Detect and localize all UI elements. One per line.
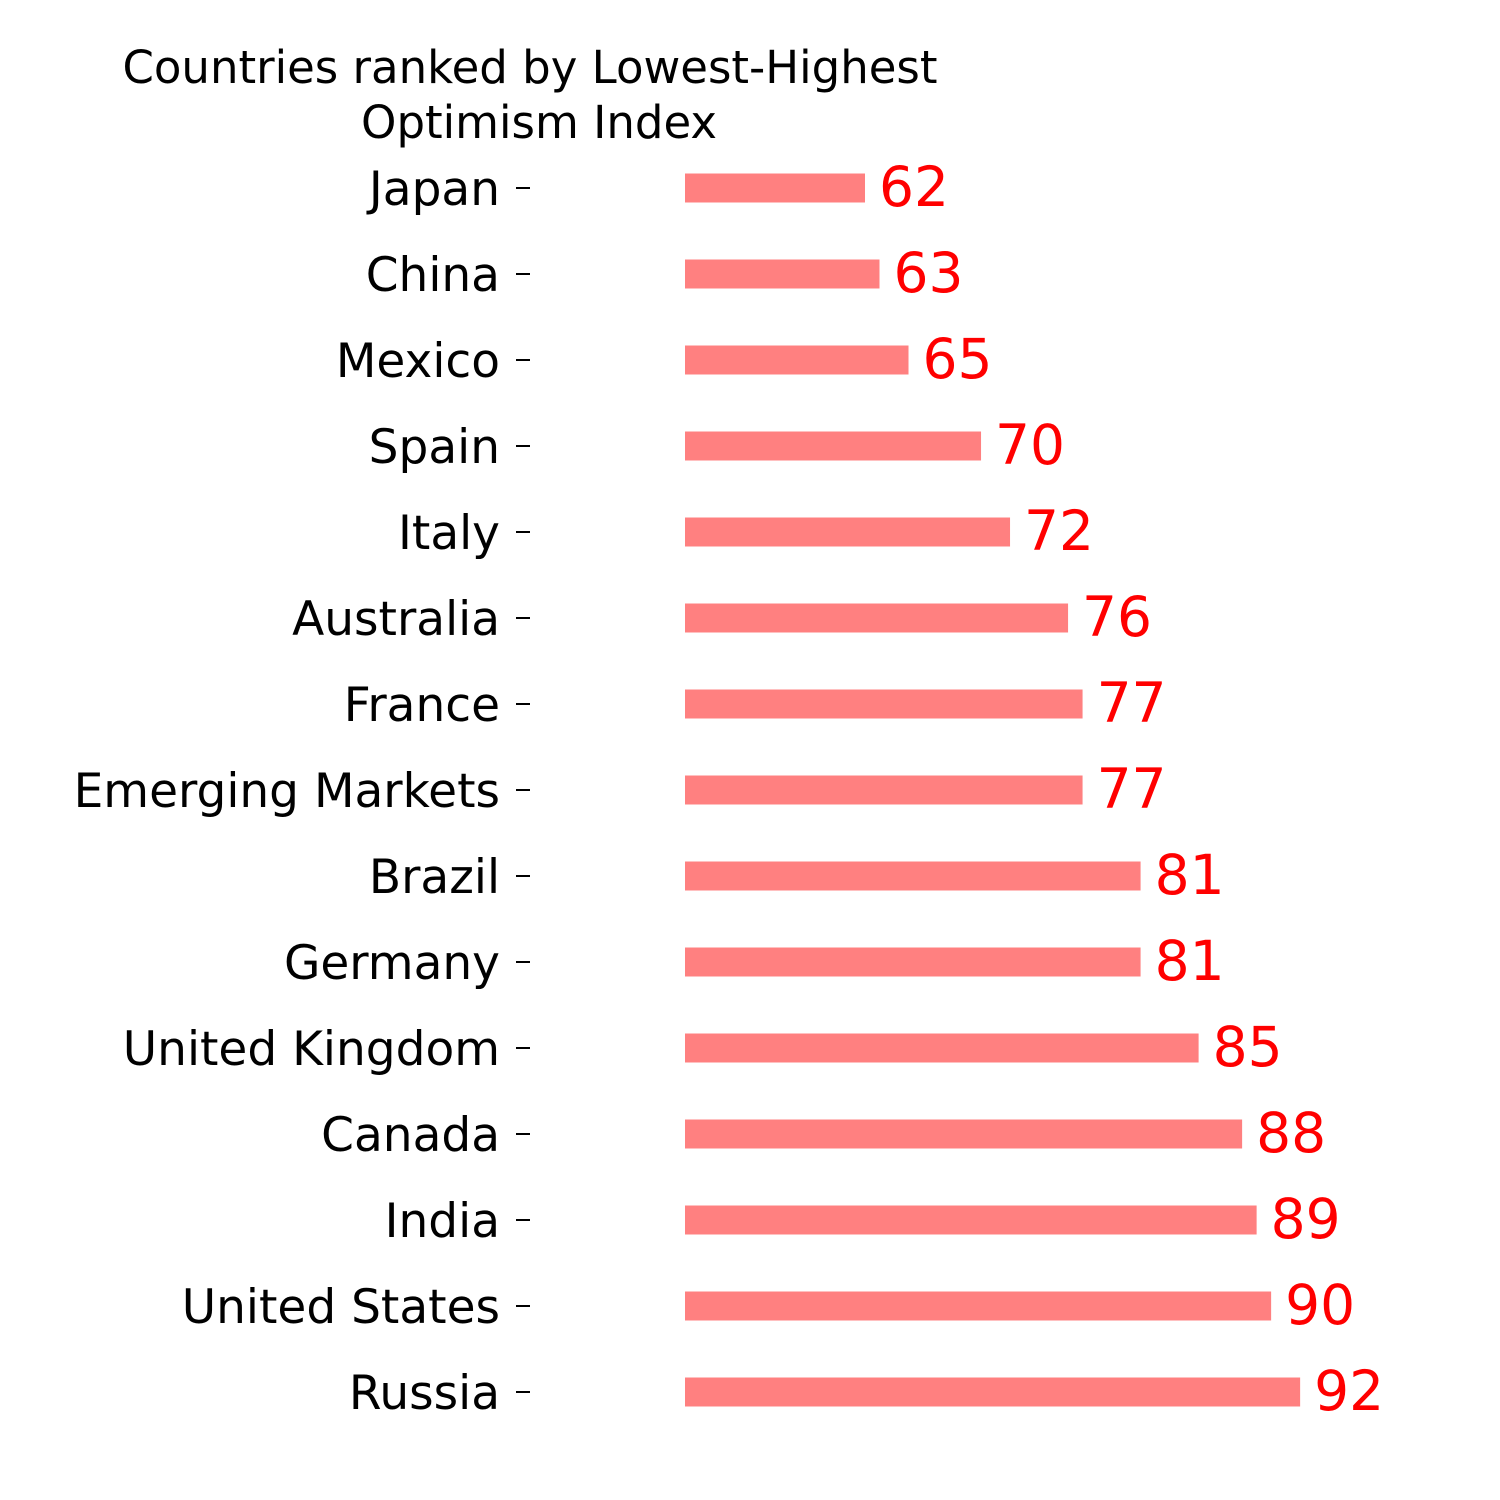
category-label: United Kingdom [123,1022,500,1077]
chart-title-line-2: Optimism Index [361,96,717,149]
data-label: 63 [894,241,964,305]
category-label: Emerging Markets [74,764,500,819]
data-label: 81 [1155,929,1225,993]
category-label: France [344,678,500,733]
data-label: 92 [1314,1359,1384,1423]
category-label: Russia [349,1366,500,1421]
y-axis-ticks [516,187,530,1393]
bar-russia [685,1377,1301,1407]
bar-united-states [685,1291,1272,1321]
bar-australia [685,603,1069,633]
category-label: India [385,1194,500,1249]
data-label: 88 [1256,1101,1326,1165]
y-axis-tick-labels: Japan China Mexico Spain Italy Australia Franc… [74,162,500,1421]
bar-brazil [685,861,1141,891]
chart-title-line-1: Countries ranked by Lowest-Highest [122,41,937,94]
bar-united-kingdom [685,1033,1199,1063]
bar-china [685,259,880,289]
bar-mexico [685,345,909,375]
data-label: 62 [879,155,949,219]
data-label: 85 [1213,1015,1283,1079]
category-label: Brazil [369,850,500,905]
category-label: China [366,248,500,303]
data-label: 65 [923,327,993,391]
data-label: 77 [1097,671,1167,735]
bar-japan [685,173,865,203]
data-label: 81 [1155,843,1225,907]
category-label: Australia [292,592,500,647]
bar-germany [685,947,1141,977]
bar-spain [685,431,982,461]
data-label: 72 [1024,499,1094,563]
data-label: 70 [995,413,1065,477]
data-label: 76 [1082,585,1152,649]
category-label: Italy [398,506,500,561]
bar-india [685,1205,1257,1235]
data-label: 90 [1285,1273,1355,1337]
category-label: Japan [366,162,500,217]
category-label: Germany [284,936,500,991]
data-label: 89 [1271,1187,1341,1251]
data-label: 77 [1097,757,1167,821]
bars-group [685,173,1301,1407]
category-label: Spain [369,420,500,475]
bar-france [685,689,1083,719]
bar-italy [685,517,1011,547]
category-label: United States [182,1280,500,1335]
bar-canada [685,1119,1243,1149]
bar-emerging-markets [685,775,1083,805]
category-label: Canada [321,1108,500,1163]
category-label: Mexico [336,334,500,389]
